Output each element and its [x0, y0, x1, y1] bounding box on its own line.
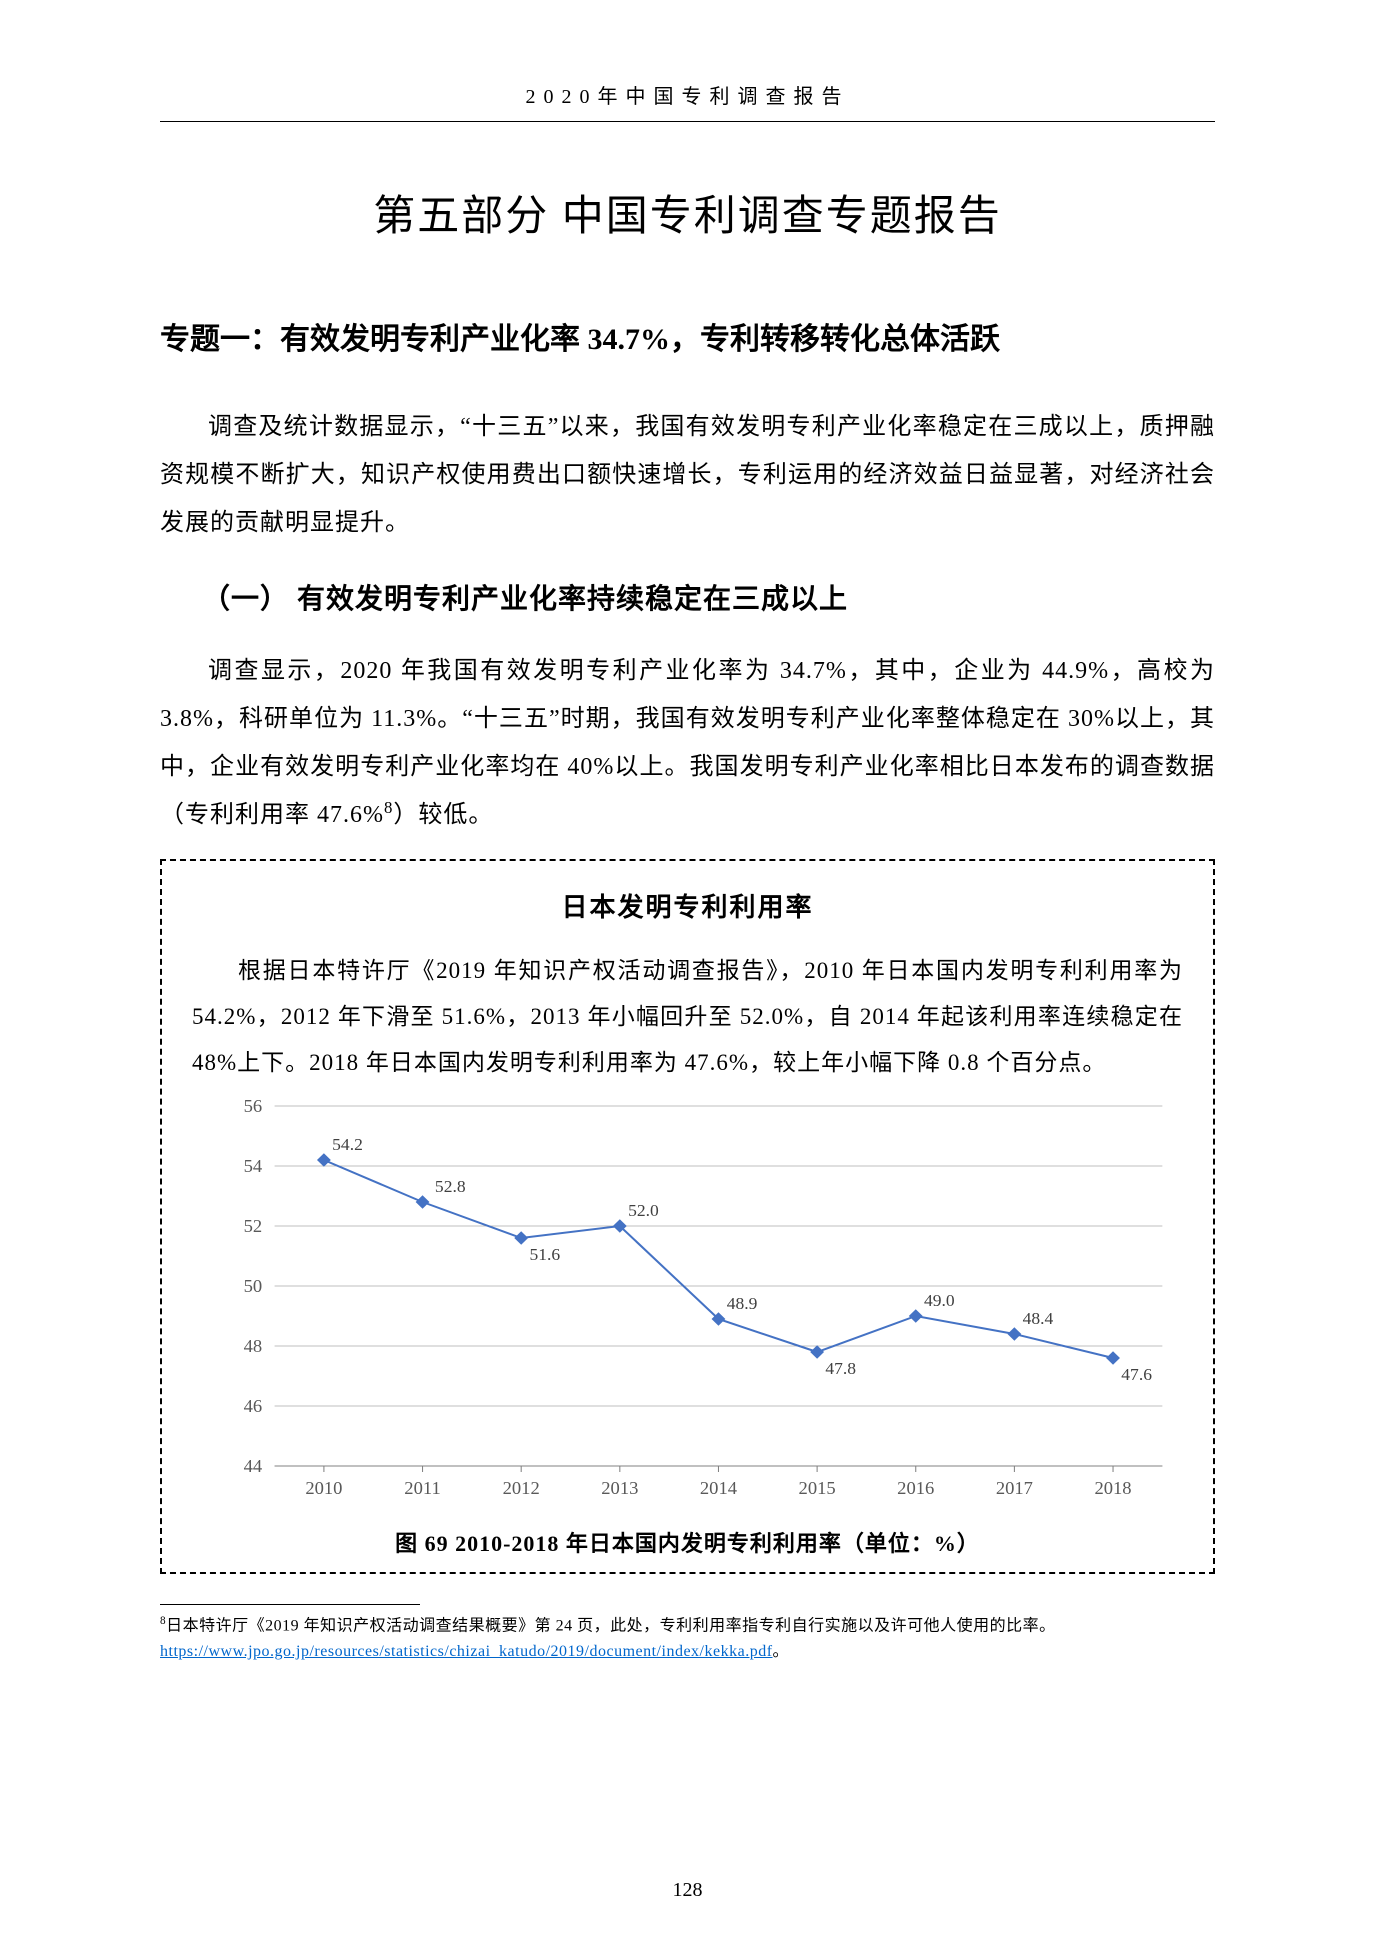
svg-text:56: 56	[244, 1096, 263, 1116]
svg-text:48.9: 48.9	[727, 1294, 758, 1313]
paragraph-2-text-b: ）较低。	[393, 802, 493, 828]
svg-text:2018: 2018	[1094, 1478, 1131, 1498]
svg-text:49.0: 49.0	[924, 1291, 955, 1310]
svg-text:2015: 2015	[799, 1478, 836, 1498]
footnote-text: 日本特许厅《2019 年知识产权活动调查结果概要》第 24 页，此处，专利利用率…	[166, 1617, 1056, 1634]
footnote-link[interactable]: https://www.jpo.go.jp/resources/statisti…	[160, 1643, 773, 1660]
paragraph-intro: 调查及统计数据显示，“十三五”以来，我国有效发明专利产业化率稳定在三成以上，质押…	[160, 403, 1215, 547]
paragraph-2: 调查显示，2020 年我国有效发明专利产业化率为 34.7%，其中，企业为 44…	[160, 647, 1215, 839]
svg-text:48: 48	[244, 1336, 263, 1356]
callout-box: 日本发明专利利用率 根据日本特许厅《2019 年知识产权活动调查报告》，2010…	[160, 859, 1215, 1574]
box-paragraph: 根据日本特许厅《2019 年知识产权活动调查报告》，2010 年日本国内发明专利…	[192, 948, 1183, 1086]
svg-text:44: 44	[244, 1456, 263, 1476]
page: 2020年中国专利调查报告 第五部分 中国专利调查专题报告 专题一：有效发明专利…	[0, 0, 1375, 1942]
svg-text:46: 46	[244, 1396, 263, 1416]
svg-text:2017: 2017	[996, 1478, 1033, 1498]
chart-svg: 44 46 48 50 52 54 56 2010 2011 2012 2013 2014 2015 20…	[192, 1096, 1183, 1516]
sub-heading-1: （一） 有效发明专利产业化率持续稳定在三成以上	[160, 577, 1215, 617]
svg-text:2010: 2010	[305, 1478, 342, 1498]
page-number: 128	[0, 1879, 1375, 1902]
footnote-separator	[160, 1604, 420, 1605]
footnote-ref-8: 8	[384, 798, 393, 817]
svg-text:2014: 2014	[700, 1478, 737, 1498]
footnote-8: 8日本特许厅《2019 年知识产权活动调查结果概要》第 24 页，此处，专利利用…	[160, 1613, 1215, 1665]
part-title: 第五部分 中国专利调查专题报告	[160, 182, 1215, 243]
running-header: 2020年中国专利调查报告	[160, 80, 1215, 122]
svg-text:47.6: 47.6	[1121, 1365, 1152, 1384]
svg-text:52.0: 52.0	[628, 1201, 659, 1220]
paragraph-2-text-a: 调查显示，2020 年我国有效发明专利产业化率为 34.7%，其中，企业为 44…	[160, 658, 1215, 828]
topic-heading: 专题一：有效发明专利产业化率 34.7%，专利转移转化总体活跃	[160, 313, 1215, 367]
svg-text:51.6: 51.6	[529, 1245, 560, 1264]
svg-text:50: 50	[244, 1276, 263, 1296]
svg-text:2012: 2012	[503, 1478, 540, 1498]
svg-text:54: 54	[244, 1156, 263, 1176]
svg-text:54.2: 54.2	[332, 1135, 363, 1154]
box-title: 日本发明专利利用率	[192, 887, 1183, 924]
svg-text:2016: 2016	[897, 1478, 934, 1498]
line-chart: 44 46 48 50 52 54 56 2010 2011 2012 2013 2014 2015 20…	[192, 1096, 1183, 1516]
svg-text:52: 52	[244, 1216, 263, 1236]
svg-text:2013: 2013	[601, 1478, 638, 1498]
chart-caption: 图 69 2010-2018 年日本国内发明专利利用率（单位：%）	[192, 1526, 1183, 1558]
footnote-tail: 。	[773, 1643, 790, 1660]
svg-text:2011: 2011	[404, 1478, 440, 1498]
svg-text:52.8: 52.8	[435, 1177, 466, 1196]
svg-text:47.8: 47.8	[825, 1359, 856, 1378]
svg-text:48.4: 48.4	[1023, 1309, 1054, 1328]
